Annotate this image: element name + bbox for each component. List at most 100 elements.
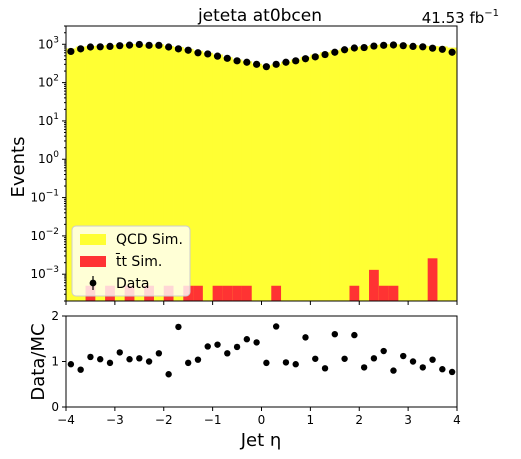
ratio-point bbox=[184, 359, 192, 367]
x-tick-label: 0 bbox=[258, 413, 266, 427]
qcd-bar bbox=[85, 46, 96, 302]
qcd-bar bbox=[66, 48, 77, 301]
main-y-axis-label: Events bbox=[8, 137, 29, 198]
y-tick-label: 10−1 bbox=[30, 189, 59, 205]
qcd-bar bbox=[437, 46, 448, 301]
data-point bbox=[135, 40, 143, 49]
qcd-bar bbox=[173, 46, 184, 301]
data-point bbox=[389, 41, 398, 49]
legend-marker bbox=[89, 279, 97, 287]
qcd-bar bbox=[261, 65, 272, 301]
data-point bbox=[331, 48, 339, 56]
data-point bbox=[77, 45, 85, 53]
qcd-bar bbox=[114, 44, 126, 301]
y-tick-label: 10−2 bbox=[30, 227, 59, 243]
data-point bbox=[116, 42, 124, 50]
ratio-point bbox=[106, 359, 114, 367]
data-point bbox=[223, 54, 231, 62]
ratio-y-tick-label: 1 bbox=[51, 355, 59, 369]
data-point bbox=[448, 48, 456, 56]
y-tick-label: 102 bbox=[38, 74, 59, 90]
data-point bbox=[272, 60, 280, 68]
data-point bbox=[292, 57, 300, 65]
ratio-point bbox=[419, 364, 426, 371]
x-tick-label: 4 bbox=[453, 413, 461, 427]
data-point bbox=[419, 43, 427, 51]
ratio-point bbox=[233, 343, 241, 351]
qcd-bar bbox=[359, 46, 370, 302]
x-axis-label: Jet η bbox=[240, 430, 282, 451]
data-point bbox=[282, 58, 290, 66]
data-point bbox=[253, 60, 261, 68]
ratio-y-tick-label: 0 bbox=[51, 400, 59, 414]
qcd-bar bbox=[95, 45, 106, 301]
ratio-point bbox=[175, 323, 182, 331]
ttbar-bar bbox=[222, 285, 233, 301]
data-point bbox=[438, 45, 446, 53]
qcd-bar bbox=[193, 50, 204, 302]
qcd-bar bbox=[271, 64, 282, 301]
ratio-point bbox=[224, 350, 231, 357]
ratio-point bbox=[272, 323, 280, 330]
data-point bbox=[184, 46, 192, 54]
qcd-bar bbox=[349, 47, 360, 301]
ttbar-bar bbox=[369, 269, 379, 301]
data-point bbox=[350, 44, 358, 52]
ratio-point bbox=[136, 355, 143, 362]
ratio-panel: 0 1 2 −4 −3 −2 −1 0 1 2 3 4 bbox=[51, 309, 460, 427]
ratio-y-axis-label: Data/MC bbox=[28, 323, 49, 400]
data-point bbox=[428, 44, 437, 52]
qcd-bar bbox=[232, 59, 243, 302]
ratio-point bbox=[321, 365, 329, 372]
ratio-point bbox=[331, 331, 339, 338]
legend-label: t̄t Sim. bbox=[115, 252, 162, 270]
ttbar-bar bbox=[349, 285, 360, 301]
ttbar-bar bbox=[271, 285, 282, 301]
qcd-bar bbox=[310, 54, 321, 302]
ratio-point bbox=[448, 368, 456, 376]
qcd-bar bbox=[144, 44, 155, 301]
ratio-point bbox=[214, 341, 221, 348]
ratio-point bbox=[145, 358, 153, 365]
data-point bbox=[243, 58, 251, 66]
data-point bbox=[321, 50, 329, 59]
ttbar-bar bbox=[193, 285, 203, 301]
ttbar-bar bbox=[232, 285, 242, 301]
ttbar-bar bbox=[378, 285, 389, 301]
qcd-bar bbox=[202, 52, 214, 301]
qcd-bar bbox=[281, 61, 292, 302]
ratio-point bbox=[87, 353, 94, 361]
ttbar-bar bbox=[427, 258, 438, 301]
qcd-bar bbox=[241, 61, 253, 301]
ratio-point bbox=[439, 366, 446, 373]
ratio-point bbox=[155, 350, 163, 357]
qcd-bar bbox=[105, 44, 116, 301]
ttbar-bar bbox=[212, 285, 223, 301]
data-point bbox=[204, 50, 212, 58]
qcd-bar bbox=[378, 44, 389, 302]
qcd-bar bbox=[300, 56, 311, 301]
ratio-point bbox=[409, 358, 417, 365]
data-point bbox=[155, 41, 163, 49]
data-point bbox=[174, 45, 183, 53]
ratio-point bbox=[370, 355, 378, 362]
qcd-bar bbox=[369, 44, 380, 301]
data-point bbox=[213, 52, 222, 60]
qcd-bar bbox=[290, 59, 301, 302]
qcd-bar bbox=[134, 44, 145, 302]
data-point bbox=[145, 41, 153, 49]
ratio-point bbox=[67, 361, 75, 368]
ratio-point bbox=[165, 371, 172, 378]
ratio-point bbox=[312, 355, 319, 362]
x-tick-label: 1 bbox=[307, 413, 315, 427]
x-tick-label: 2 bbox=[355, 413, 363, 427]
ttbar-bar bbox=[241, 285, 252, 301]
chart-title: jeteta at0bcen bbox=[197, 6, 322, 26]
y-tick-label: 101 bbox=[38, 112, 59, 128]
ratio-point bbox=[351, 331, 358, 339]
data-point bbox=[370, 42, 378, 50]
qcd-bar bbox=[329, 50, 341, 302]
legend-label: QCD Sim. bbox=[116, 232, 183, 248]
qcd-bar bbox=[212, 54, 223, 302]
